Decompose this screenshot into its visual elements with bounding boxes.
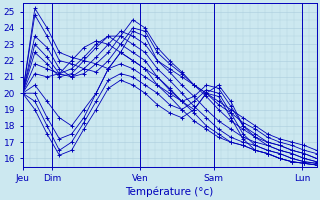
X-axis label: Température (°c): Température (°c) xyxy=(125,186,214,197)
